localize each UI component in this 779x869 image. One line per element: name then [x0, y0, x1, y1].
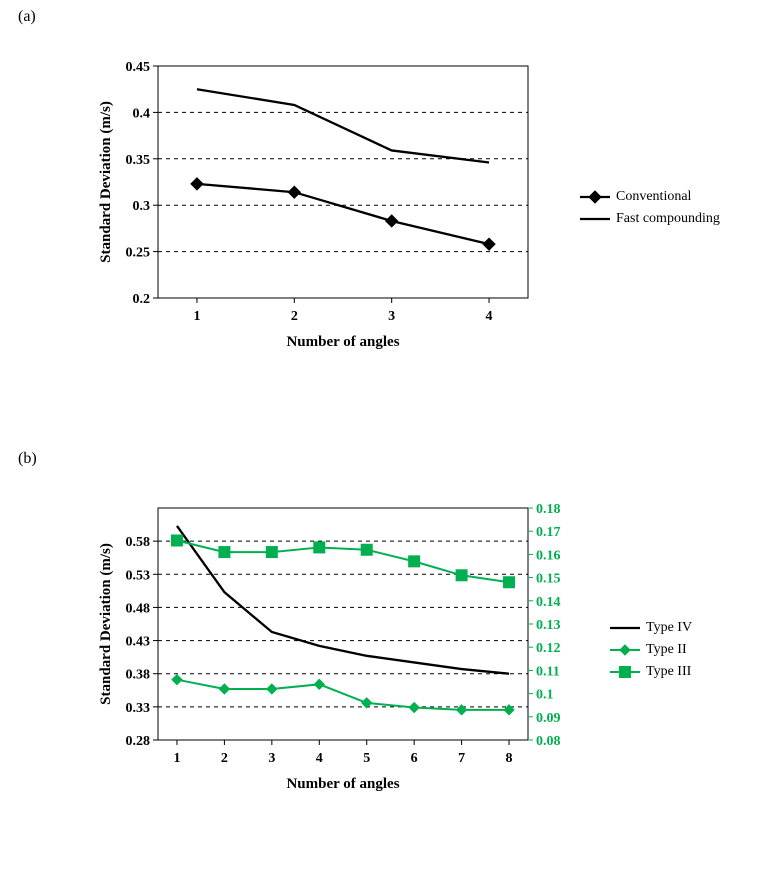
svg-text:Number of angles: Number of angles — [286, 776, 399, 792]
svg-text:Standard Deviation (m/s): Standard Deviation (m/s) — [98, 101, 114, 263]
svg-text:0.53: 0.53 — [126, 568, 151, 583]
svg-text:4: 4 — [486, 309, 493, 324]
svg-text:0.33: 0.33 — [126, 701, 151, 716]
svg-text:0.14: 0.14 — [536, 595, 561, 610]
svg-text:1: 1 — [173, 751, 180, 766]
legend-swatch-type-iv — [610, 621, 640, 635]
svg-text:0.25: 0.25 — [126, 246, 151, 261]
svg-text:0.43: 0.43 — [126, 635, 151, 650]
legend-item-type-iv: Type IV — [610, 620, 692, 636]
svg-text:3: 3 — [388, 309, 395, 324]
panel-b-label: (b) — [18, 450, 37, 468]
svg-text:0.28: 0.28 — [126, 734, 151, 749]
svg-text:0.11: 0.11 — [536, 664, 560, 679]
svg-text:Standard Deviation (m/s): Standard Deviation (m/s) — [98, 543, 114, 705]
svg-text:0.35: 0.35 — [126, 153, 151, 168]
chart-b-wrap: 0.28 0.33 0.38 0.43 0.48 0.53 0.58 0.08 0.09 0.1 0… — [92, 500, 692, 800]
svg-text:0.38: 0.38 — [126, 668, 151, 683]
svg-text:0.13: 0.13 — [536, 618, 561, 633]
legend-item-fast-compounding: Fast compounding — [580, 211, 720, 227]
svg-text:8: 8 — [506, 751, 513, 766]
svg-text:0.18: 0.18 — [536, 502, 561, 517]
chart-a-row: 0.2 0.25 0.3 0.35 0.4 0.45 1 2 3 4 Number of angle… — [92, 58, 720, 358]
legend-label-fast-compounding: Fast compounding — [616, 211, 720, 227]
chart-b: 0.28 0.33 0.38 0.43 0.48 0.53 0.58 0.08 0.09 0.1 0… — [92, 500, 582, 800]
chart-a-wrap: 0.2 0.25 0.3 0.35 0.4 0.45 1 2 3 4 Number of angle… — [92, 58, 720, 358]
svg-text:5: 5 — [363, 751, 370, 766]
legend-label-type-iii: Type III — [646, 664, 691, 680]
legend-label-type-ii: Type II — [646, 642, 687, 658]
legend-label-conventional: Conventional — [616, 189, 691, 205]
legend-swatch-type-iii — [610, 665, 640, 679]
panel-a-label: (a) — [18, 8, 36, 26]
svg-text:0.09: 0.09 — [536, 711, 561, 726]
svg-text:0.4: 0.4 — [133, 106, 151, 121]
svg-text:2: 2 — [291, 309, 298, 324]
svg-text:3: 3 — [268, 751, 275, 766]
svg-text:0.45: 0.45 — [126, 60, 151, 75]
chart-a: 0.2 0.25 0.3 0.35 0.4 0.45 1 2 3 4 Number of angle… — [92, 58, 552, 358]
legend-label-type-iv: Type IV — [646, 620, 692, 636]
legend-item-type-ii: Type II — [610, 642, 692, 658]
legend-item-type-iii: Type III — [610, 664, 692, 680]
svg-text:1: 1 — [193, 309, 200, 324]
svg-text:0.48: 0.48 — [126, 601, 151, 616]
svg-text:0.17: 0.17 — [536, 525, 561, 540]
legend-item-conventional: Conventional — [580, 189, 720, 205]
legend-b: Type IV Type II Type III — [610, 614, 692, 686]
svg-text:0.08: 0.08 — [536, 734, 561, 749]
legend-swatch-fast-compounding — [580, 212, 610, 226]
page: (a) 0.2 0.25 0.3 0.35 0.4 0.45 1 2 3 4 Number of a… — [0, 0, 779, 869]
svg-text:2: 2 — [221, 751, 228, 766]
svg-text:4: 4 — [316, 751, 323, 766]
svg-text:0.3: 0.3 — [133, 199, 151, 214]
svg-text:0.1: 0.1 — [536, 688, 554, 703]
svg-text:0.58: 0.58 — [126, 535, 151, 550]
svg-text:Number of angles: Number of angles — [286, 334, 399, 350]
svg-text:0.12: 0.12 — [536, 641, 561, 656]
legend-swatch-type-ii — [610, 643, 640, 657]
chart-b-row: 0.28 0.33 0.38 0.43 0.48 0.53 0.58 0.08 0.09 0.1 0… — [92, 500, 692, 800]
legend-swatch-conventional — [580, 190, 610, 204]
legend-a: Conventional Fast compounding — [580, 183, 720, 233]
svg-text:6: 6 — [411, 751, 418, 766]
svg-text:0.15: 0.15 — [536, 572, 561, 587]
svg-text:7: 7 — [458, 751, 465, 766]
svg-text:0.16: 0.16 — [536, 548, 561, 563]
svg-text:0.2: 0.2 — [133, 292, 151, 307]
